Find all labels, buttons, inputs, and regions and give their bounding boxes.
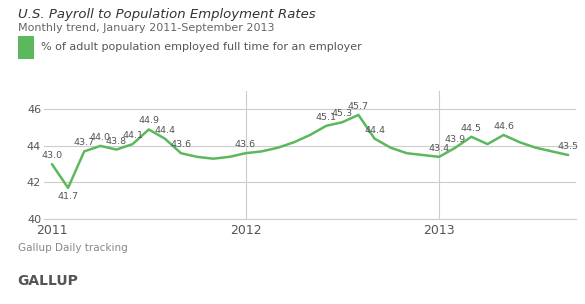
- Text: 43.5: 43.5: [558, 142, 579, 151]
- Text: Gallup Daily tracking: Gallup Daily tracking: [18, 243, 128, 253]
- Text: 43.8: 43.8: [106, 136, 127, 146]
- Text: % of adult population employed full time for an employer: % of adult population employed full time…: [41, 42, 362, 52]
- Text: U.S. Payroll to Population Employment Rates: U.S. Payroll to Population Employment Ra…: [18, 8, 315, 21]
- Text: 43.4: 43.4: [429, 144, 450, 153]
- Text: 43.7: 43.7: [74, 138, 95, 147]
- Text: 44.6: 44.6: [493, 122, 514, 131]
- Text: 45.7: 45.7: [348, 102, 369, 111]
- Text: 44.0: 44.0: [90, 133, 111, 142]
- Text: 44.4: 44.4: [154, 126, 175, 135]
- Text: 41.7: 41.7: [57, 192, 78, 201]
- Text: Monthly trend, January 2011-September 2013: Monthly trend, January 2011-September 20…: [18, 23, 274, 33]
- Text: 43.6: 43.6: [235, 140, 256, 149]
- Text: 43.0: 43.0: [42, 151, 63, 160]
- Text: 44.5: 44.5: [461, 124, 482, 133]
- Text: 44.1: 44.1: [122, 131, 143, 140]
- Text: 44.9: 44.9: [138, 116, 159, 126]
- Text: 43.9: 43.9: [445, 135, 466, 144]
- Text: 43.6: 43.6: [170, 140, 191, 149]
- Text: 45.3: 45.3: [332, 109, 353, 118]
- Text: 45.1: 45.1: [316, 113, 337, 122]
- Text: 44.4: 44.4: [364, 126, 385, 135]
- Text: GALLUP: GALLUP: [18, 274, 78, 288]
